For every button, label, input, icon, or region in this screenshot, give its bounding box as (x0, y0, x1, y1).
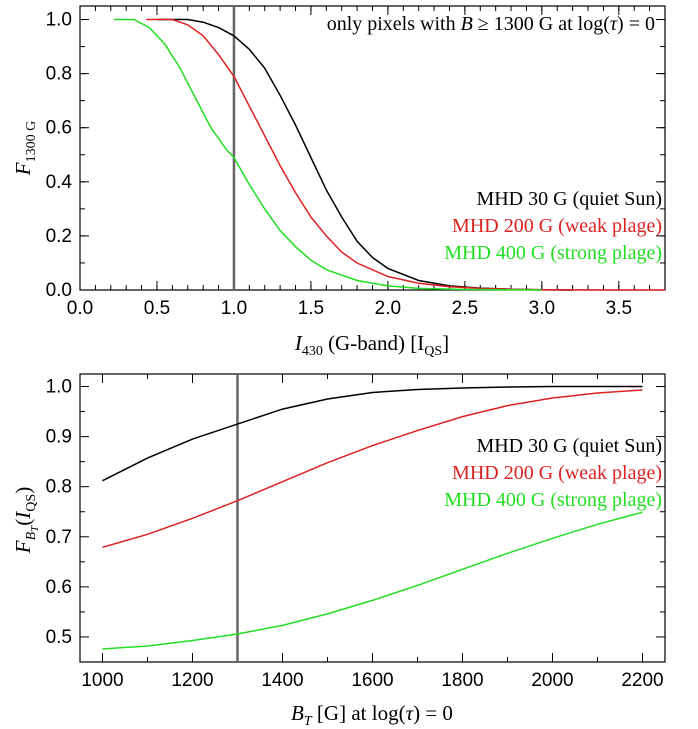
x-tick-label: 2.5 (452, 298, 478, 319)
top-y-axis-label: F1300 G (11, 121, 39, 176)
x-tick-label: 1.0 (221, 298, 247, 319)
x-tick-label: 1.5 (298, 298, 324, 319)
x-tick-label: 0.0 (67, 298, 93, 319)
y-tick-label: 0.6 (46, 118, 72, 139)
bottom-y-axis-label: FBT(IQS) (11, 487, 41, 554)
bottom-panel: 1000 1200 1400 1600 1800 2000 2200 0.5 0.6 0.7 0.8… (11, 373, 666, 729)
y-tick-label: 0.2 (46, 226, 72, 247)
x-tick-label: 1800 (441, 670, 483, 691)
series-line-quiet-sun (102, 385, 643, 482)
series-line-weak-plage (146, 18, 665, 291)
series-line-weak-plage (102, 389, 643, 549)
top-panel: 0.0 0.5 1.0 1.5 2.0 2.5 3.0 3.5 0.0 0.2 0.4 0.6 0.8 1… (11, 5, 666, 359)
x-tick-label: 2.0 (375, 298, 401, 319)
y-tick-label: 0.7 (46, 527, 72, 548)
series-line-strong-plage (102, 511, 643, 650)
y-tick-label: 1.0 (46, 10, 72, 31)
x-tick-label: 1400 (261, 670, 303, 691)
x-tick-label: 2200 (621, 670, 663, 691)
x-tick-label: 3.0 (529, 298, 555, 319)
bottom-plot-frame (79, 373, 666, 663)
y-tick-label: 0.8 (46, 477, 72, 498)
legend-entry: MHD 200 G (weak plage) (452, 462, 662, 484)
y-tick-label: 1.0 (46, 377, 72, 398)
top-x-axis-label: I430 (G-band) [IQS] (294, 331, 449, 359)
x-tick-label: 0.5 (144, 298, 170, 319)
y-tick-label: 0.8 (46, 64, 72, 85)
series-line-strong-plage (113, 18, 542, 291)
bottom-x-axis-label: BT [G] at log(τ) = 0 (291, 701, 453, 729)
top-legend: MHD 30 G (quiet Sun) MHD 200 G (weak plag… (444, 188, 662, 264)
legend-entry: MHD 400 G (strong plage) (444, 242, 662, 264)
top-annotation: only pixels with B ≥ 1300 G at log(τ) = … (327, 13, 655, 35)
legend-entry: MHD 30 G (quiet Sun) (476, 188, 662, 210)
y-tick-label: 0.6 (46, 577, 72, 598)
y-tick-label: 0.9 (46, 427, 72, 448)
y-tick-label: 0.4 (46, 172, 73, 193)
x-tick-label: 3.5 (606, 298, 632, 319)
legend-entry: MHD 400 G (strong plage) (444, 489, 662, 511)
y-tick-label: 0.5 (46, 627, 72, 648)
x-tick-label: 2000 (531, 670, 573, 691)
bottom-legend: MHD 30 G (quiet Sun) MHD 200 G (weak plag… (444, 435, 662, 511)
x-tick-label: 1200 (171, 670, 213, 691)
legend-entry: MHD 30 G (quiet Sun) (476, 435, 662, 457)
legend-entry: MHD 200 G (weak plage) (452, 215, 662, 237)
x-tick-label: 1000 (81, 670, 123, 691)
y-tick-label: 0.0 (46, 280, 72, 301)
x-tick-label: 1600 (351, 670, 393, 691)
